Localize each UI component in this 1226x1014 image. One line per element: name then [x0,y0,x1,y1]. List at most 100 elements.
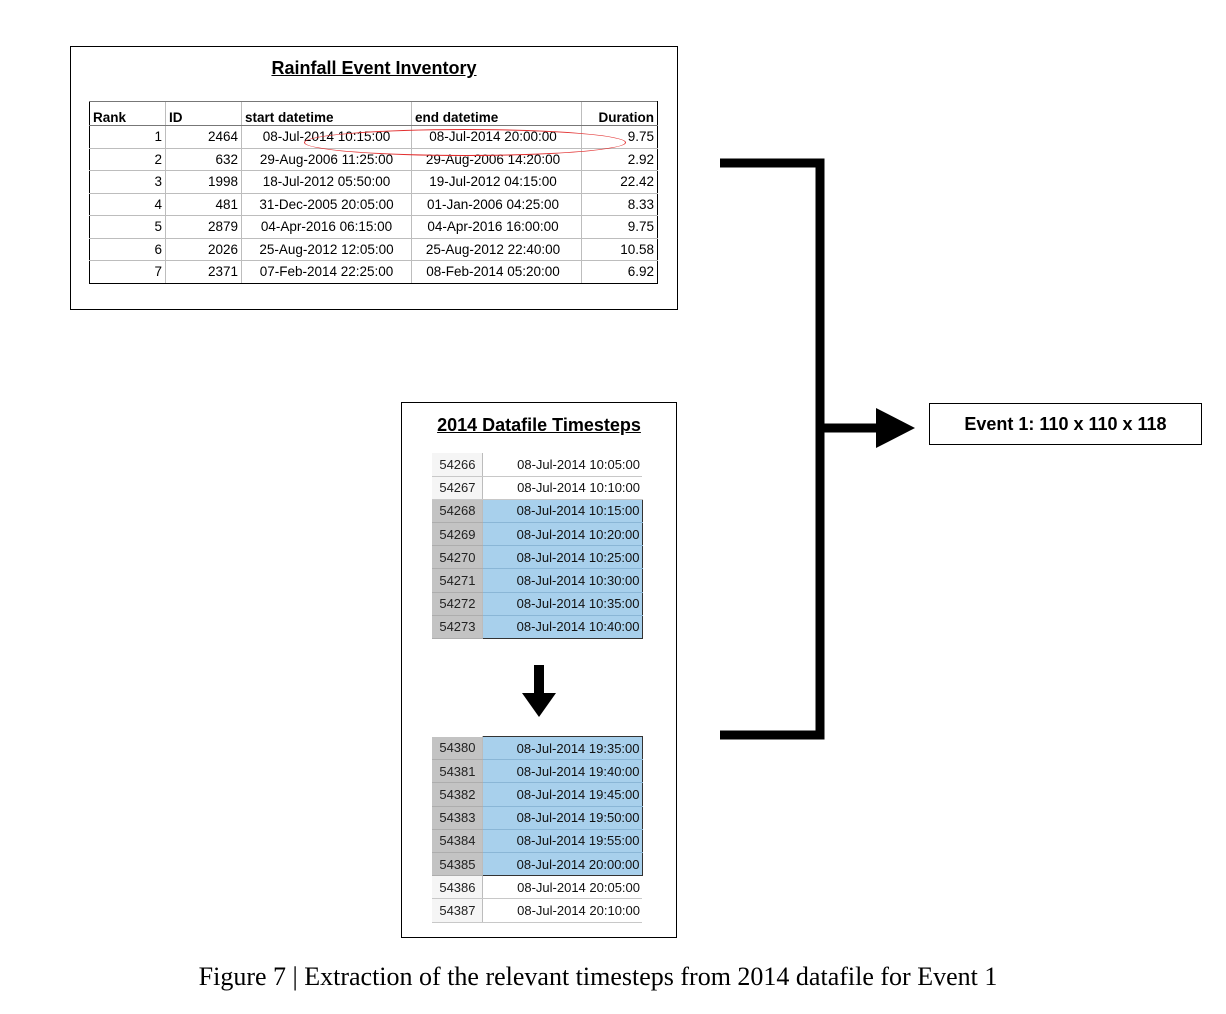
timestep-datetime-cell: 08-Jul-2014 20:00:00 [481,852,643,877]
timestep-row: 54269 08-Jul-2014 10:20:00 [432,522,643,547]
timestep-index-cell: 54382 [432,782,483,807]
timestep-index-cell: 54271 [432,568,483,593]
column-header-end-datetime: end datetime [411,101,582,126]
duration-cell: 22.42 [581,170,658,194]
duration-cell: 10.58 [581,238,658,261]
inventory-row: 7 2371 07-Feb-2014 22:25:00 08-Feb-2014 05:… [89,260,658,284]
timestep-index-cell: 54267 [432,476,483,500]
timestep-datetime-cell: 08-Jul-2014 10:05:00 [482,453,642,477]
rank-cell: 6 [89,238,166,261]
start-datetime-cell: 31-Dec-2005 20:05:00 [241,193,412,216]
rainfall-event-inventory-panel: Rainfall Event Inventory Rank ID start d… [70,46,678,310]
timestep-row: 54383 08-Jul-2014 19:50:00 [432,806,643,830]
timestep-row: 54386 08-Jul-2014 20:05:00 [432,875,642,900]
rank-cell: 2 [89,148,166,171]
timestep-datetime-cell: 08-Jul-2014 10:10:00 [482,476,642,500]
start-datetime-cell: 18-Jul-2012 05:50:00 [241,170,412,194]
timestep-index-cell: 54266 [432,453,483,477]
timestep-index-cell: 54272 [432,592,483,616]
timestep-index-cell: 54387 [432,898,483,923]
start-datetime-cell: 25-Aug-2012 12:05:00 [241,238,412,261]
timestep-datetime-cell: 08-Jul-2014 19:35:00 [481,735,643,761]
duration-cell: 9.75 [581,215,658,239]
inventory-title: Rainfall Event Inventory [271,58,477,78]
timesteps-end-table: 54380 08-Jul-2014 19:35:00 54381 08-Jul-201… [432,735,643,923]
id-cell: 632 [165,148,242,171]
end-datetime-cell: 19-Jul-2012 04:15:00 [411,170,582,194]
id-cell: 1998 [165,170,242,194]
timestep-datetime-cell: 08-Jul-2014 10:30:00 [481,568,643,593]
timestep-datetime-cell: 08-Jul-2014 10:15:00 [481,498,643,524]
timestep-row: 54387 08-Jul-2014 20:10:00 [432,898,642,923]
duration-cell: 2.92 [581,148,658,171]
event-1-dimensions-box: Event 1: 110 x 110 x 118 [929,403,1202,445]
rank-cell: 7 [89,260,166,284]
timestep-index-cell: 54273 [432,615,483,640]
timestep-row: 54268 08-Jul-2014 10:15:00 [432,498,643,524]
timesteps-start-table: 54266 08-Jul-2014 10:05:00 54267 08-Jul-201… [432,453,643,640]
inventory-row: 5 2879 04-Apr-2016 06:15:00 04-Apr-2016 16:… [89,215,658,239]
timestep-row: 54381 08-Jul-2014 19:40:00 [432,759,643,784]
down-arrow-icon [522,665,556,717]
timestep-datetime-cell: 08-Jul-2014 10:25:00 [481,545,643,570]
inventory-table: Rank ID start datetime end datetime Dura… [89,101,658,284]
timestep-index-cell: 54383 [432,806,483,830]
inventory-row: 2 632 29-Aug-2006 11:25:00 29-Aug-2006 14:2… [89,148,658,171]
timestep-datetime-cell: 08-Jul-2014 19:55:00 [481,829,643,853]
timestep-datetime-cell: 08-Jul-2014 10:20:00 [481,522,643,547]
timestep-row: 54384 08-Jul-2014 19:55:00 [432,829,643,853]
timesteps-title: 2014 Datafile Timesteps [437,415,641,435]
timestep-index-cell: 54268 [432,499,483,524]
rank-cell: 5 [89,215,166,239]
start-datetime-cell: 29-Aug-2006 11:25:00 [241,148,412,171]
timestep-index-cell: 54385 [432,852,483,877]
timestep-row: 54271 08-Jul-2014 10:30:00 [432,568,643,593]
timestep-datetime-cell: 08-Jul-2014 20:05:00 [482,875,642,900]
rank-cell: 1 [89,125,166,149]
end-datetime-cell: 25-Aug-2012 22:40:00 [411,238,582,261]
id-cell: 2879 [165,215,242,239]
end-datetime-cell: 08-Feb-2014 05:20:00 [411,260,582,284]
timestep-row: 54382 08-Jul-2014 19:45:00 [432,782,643,807]
timestep-row: 54266 08-Jul-2014 10:05:00 [432,453,642,477]
id-cell: 2464 [165,125,242,149]
timestep-row: 54385 08-Jul-2014 20:00:00 [432,852,643,877]
timestep-row: 54270 08-Jul-2014 10:25:00 [432,545,643,570]
rank-cell: 4 [89,193,166,216]
column-header-duration: Duration [581,101,658,126]
timestep-datetime-cell: 08-Jul-2014 19:40:00 [481,759,643,784]
timestep-index-cell: 54380 [432,736,483,761]
id-cell: 481 [165,193,242,216]
timestep-datetime-cell: 08-Jul-2014 20:10:00 [482,898,642,923]
event-1-highlight-ellipse [304,129,626,156]
inventory-row: 3 1998 18-Jul-2012 05:50:00 19-Jul-2012 04:… [89,170,658,194]
rank-cell: 3 [89,170,166,194]
id-cell: 2026 [165,238,242,261]
inventory-header-row: Rank ID start datetime end datetime Dura… [89,101,658,126]
duration-cell: 8.33 [581,193,658,216]
timestep-datetime-cell: 08-Jul-2014 19:45:00 [481,782,643,807]
timestep-datetime-cell: 08-Jul-2014 10:40:00 [481,615,643,640]
inventory-row: 4 481 31-Dec-2005 20:05:00 01-Jan-2006 04:2… [89,193,658,216]
duration-cell: 6.92 [581,260,658,284]
timestep-index-cell: 54269 [432,522,483,547]
id-cell: 2371 [165,260,242,284]
timestep-index-cell: 54381 [432,759,483,784]
column-header-start-datetime: start datetime [241,101,412,126]
timestep-row: 54267 08-Jul-2014 10:10:00 [432,476,642,500]
datafile-timesteps-panel: 2014 Datafile Timesteps 54266 08-Jul-2014… [401,402,677,938]
timestep-index-cell: 54386 [432,875,483,900]
figure-caption: Figure 7 | Extraction of the relevant ti… [198,962,998,991]
timestep-datetime-cell: 08-Jul-2014 19:50:00 [481,806,643,830]
end-datetime-cell: 01-Jan-2006 04:25:00 [411,193,582,216]
start-datetime-cell: 04-Apr-2016 06:15:00 [241,215,412,239]
timestep-index-cell: 54270 [432,545,483,570]
timestep-index-cell: 54384 [432,829,483,853]
bracket-connector [720,158,915,740]
inventory-row: 6 2026 25-Aug-2012 12:05:00 25-Aug-2012 22:… [89,238,658,261]
timestep-datetime-cell: 08-Jul-2014 10:35:00 [481,592,643,616]
timestep-row: 54380 08-Jul-2014 19:35:00 [432,735,643,761]
end-datetime-cell: 04-Apr-2016 16:00:00 [411,215,582,239]
timestep-row: 54273 08-Jul-2014 10:40:00 [432,615,643,640]
right-arrow-icon [876,408,915,448]
